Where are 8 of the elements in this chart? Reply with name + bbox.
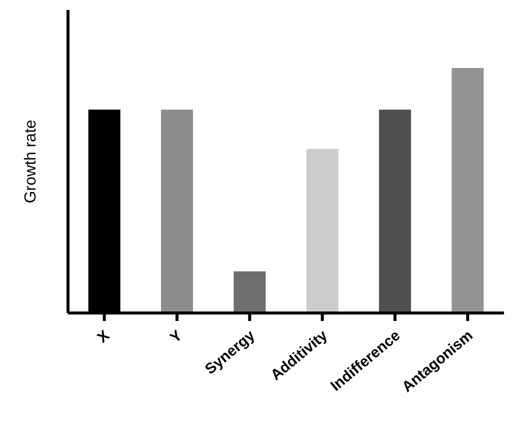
x-tick-label: Y [166, 327, 186, 346]
y-axis-title: Growth rate [22, 120, 40, 204]
bar [379, 110, 412, 313]
x-tick-label: X [94, 327, 113, 346]
bar [306, 148, 338, 313]
bar [234, 271, 266, 313]
bar [161, 110, 194, 313]
bar [452, 68, 484, 313]
